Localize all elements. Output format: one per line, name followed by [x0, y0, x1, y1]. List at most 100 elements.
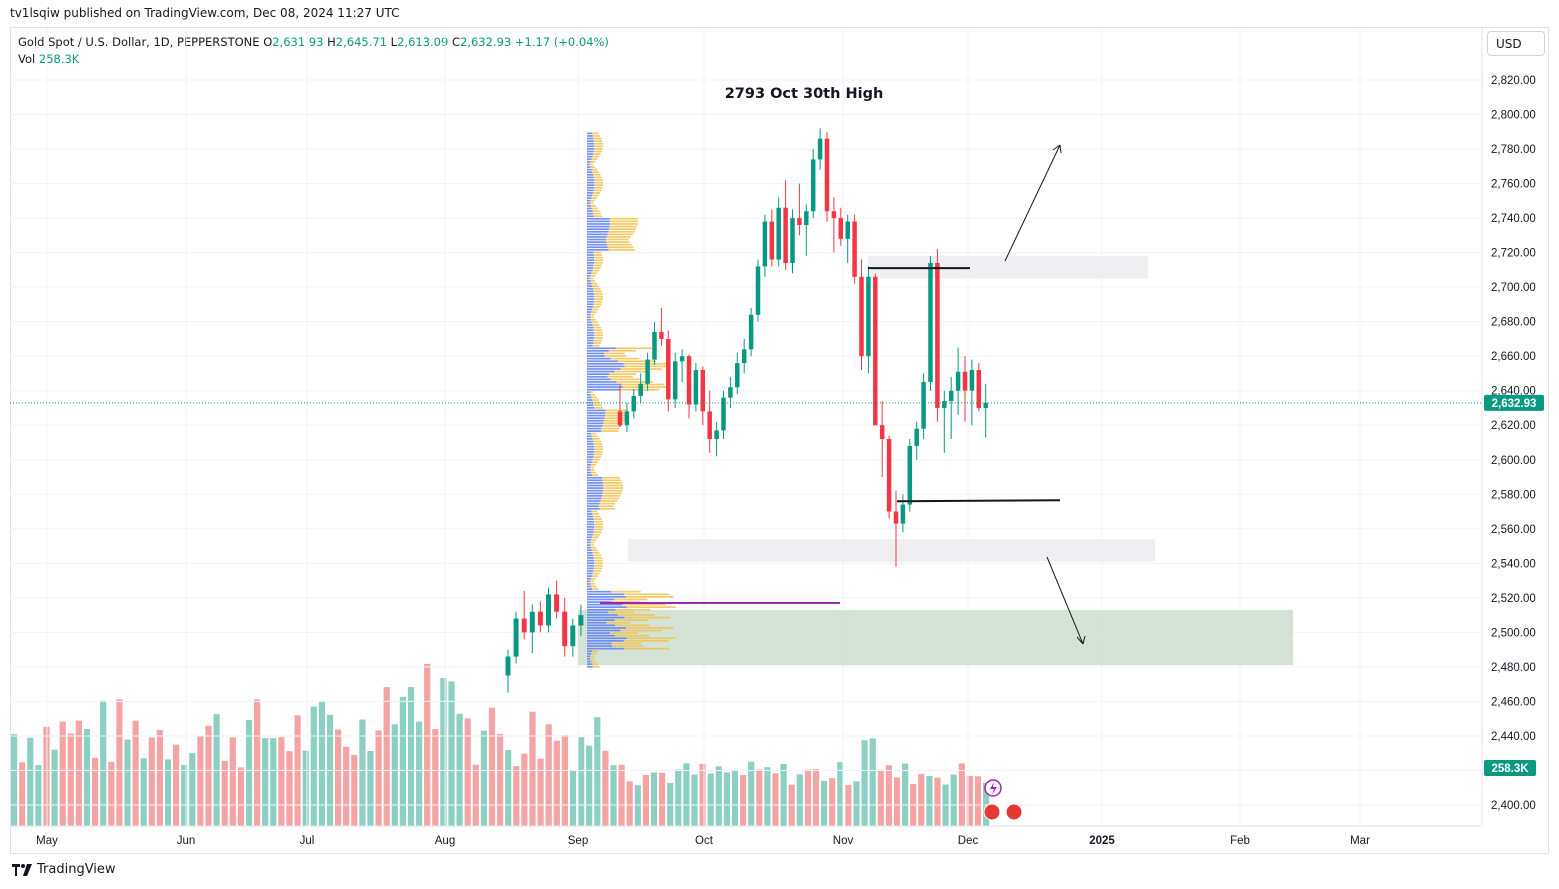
volume-bar: [75, 720, 82, 826]
profile-bar-buy: [587, 430, 602, 432]
volume-bar: [667, 782, 674, 826]
profile-bar-sell: [604, 417, 627, 420]
profile-bar-sell: [594, 184, 603, 186]
profile-bar-sell: [594, 181, 603, 184]
volume-bar: [707, 773, 714, 826]
profile-bar-sell: [606, 243, 632, 246]
candle-body: [900, 504, 906, 524]
profile-bar-buy: [587, 417, 605, 420]
profile-bar-buy: [587, 217, 610, 220]
profile-bar-sell: [615, 608, 651, 611]
profile-bar-sell: [589, 163, 594, 166]
candle-body: [762, 221, 768, 267]
profile-bar-buy: [587, 489, 604, 492]
profile-bar-sell: [593, 264, 602, 267]
profile-bar-sell: [620, 629, 662, 632]
candle-body: [693, 370, 699, 405]
footer-brand[interactable]: TradingView: [12, 862, 116, 877]
candle-body: [873, 276, 878, 426]
profile-bar-sell: [602, 425, 622, 427]
profile-bar-buy: [587, 347, 617, 350]
profile-bar-buy: [587, 453, 594, 456]
profile-bar-buy: [587, 593, 625, 596]
profile-bar-buy: [587, 137, 594, 140]
profile-bar-sell: [593, 215, 603, 218]
volume-bar: [966, 775, 973, 826]
volume-bar: [618, 764, 625, 826]
profile-bar-sell: [593, 528, 603, 531]
profile-bar-sell: [593, 251, 602, 254]
profile-bar-sell: [624, 593, 670, 596]
legend-symbol[interactable]: Gold Spot / U.S. Dollar, 1D, PEPPERSTONE: [18, 35, 260, 49]
profile-bar-buy: [587, 329, 594, 331]
volume-bar: [934, 777, 941, 826]
profile-bar-buy: [587, 448, 595, 451]
profile-bar-sell: [614, 619, 649, 621]
profile-bar-buy: [587, 495, 603, 497]
profile-bar-buy: [587, 476, 602, 479]
profile-bar-sell: [589, 202, 594, 205]
candle-body: [914, 428, 919, 446]
profile-bar-sell: [591, 321, 598, 324]
profile-bar-sell: [611, 590, 641, 593]
y-axis-label: 2,680.00: [1491, 317, 1536, 329]
y-axis-label: 2,700.00: [1491, 282, 1536, 294]
chart-legend: Gold Spot / U.S. Dollar, 1D, PEPPERSTONE…: [18, 34, 609, 68]
profile-bar-sell: [593, 153, 601, 155]
volume-bar: [861, 740, 868, 826]
profile-bar-buy: [587, 140, 594, 142]
profile-bar-buy: [587, 533, 593, 536]
profile-bar-sell: [594, 406, 603, 409]
volume-bar: [456, 713, 463, 826]
currency-button[interactable]: USD: [1487, 31, 1545, 56]
profile-bar-sell: [593, 150, 602, 153]
legend-low: L2,613.09: [390, 35, 449, 49]
profile-bar-buy: [587, 199, 591, 202]
profile-bar-sell: [601, 476, 621, 479]
volume-bar: [642, 775, 649, 826]
profile-bar-sell: [590, 577, 596, 580]
profile-bar-buy: [587, 624, 615, 627]
profile-bar-sell: [625, 627, 674, 629]
profile-bar-buy: [587, 432, 591, 435]
volume-bar: [432, 729, 439, 826]
profile-bar-buy: [587, 523, 595, 526]
profile-bar-buy: [587, 290, 594, 293]
profile-bar-buy: [587, 391, 590, 394]
profile-bar-sell: [609, 220, 638, 223]
volume-bar: [950, 774, 957, 826]
profile-bar-sell: [592, 194, 599, 197]
volume-bar: [262, 738, 269, 826]
profile-bar-sell: [590, 313, 595, 316]
profile-bar-sell: [592, 650, 599, 653]
legend-change: +1.17 (+0.04%): [514, 35, 609, 49]
candle-body: [735, 363, 740, 388]
volume-bar: [19, 762, 26, 826]
y-axis-label: 2,460.00: [1491, 696, 1536, 708]
volume-bar: [440, 677, 447, 826]
volume-bar: [650, 772, 658, 826]
profile-bar-buy: [587, 300, 594, 303]
drawing-layer: [10, 144, 1482, 821]
profile-bar-buy: [587, 238, 606, 241]
profile-bar-buy: [587, 168, 592, 171]
candle-body: [831, 211, 837, 219]
legend-close: C2,632.93: [451, 35, 512, 49]
volume-bar: [893, 777, 901, 826]
profile-bar-buy: [587, 383, 622, 386]
profile-bar-buy: [587, 150, 594, 153]
profile-bar-buy: [587, 404, 594, 407]
profile-bar-buy: [587, 339, 594, 342]
profile-bar-sell: [600, 500, 618, 502]
profile-bar-buy: [587, 658, 591, 660]
volume-bar: [675, 769, 682, 826]
y-axis-label: 2,440.00: [1491, 731, 1536, 743]
volume-bar: [610, 765, 617, 826]
profile-bar-sell: [602, 482, 623, 484]
candle-body: [645, 359, 650, 384]
volume-bar: [367, 750, 374, 826]
profile-bar-buy: [587, 337, 595, 339]
volume-bar: [335, 729, 342, 826]
footer-brand-label: TradingView: [37, 862, 116, 877]
